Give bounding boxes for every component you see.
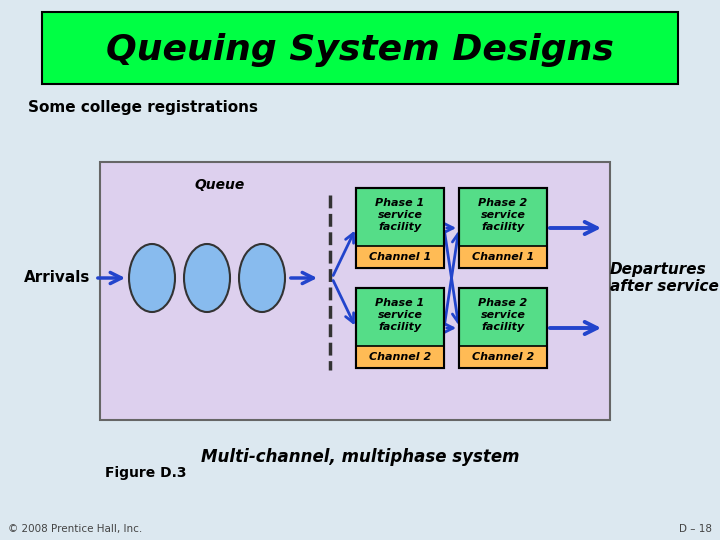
FancyBboxPatch shape (356, 188, 444, 268)
Text: Queuing System Designs: Queuing System Designs (106, 33, 614, 67)
Text: Some college registrations: Some college registrations (28, 100, 258, 115)
Ellipse shape (184, 244, 230, 312)
Text: D – 18: D – 18 (679, 524, 712, 534)
Text: Channel 2: Channel 2 (369, 352, 431, 362)
Ellipse shape (129, 244, 175, 312)
Text: Phase 2
service
facility: Phase 2 service facility (478, 298, 528, 333)
FancyBboxPatch shape (459, 288, 547, 368)
Text: Arrivals: Arrivals (24, 271, 90, 286)
FancyBboxPatch shape (356, 346, 444, 368)
Text: Phase 2
service
facility: Phase 2 service facility (478, 198, 528, 232)
FancyBboxPatch shape (356, 288, 444, 368)
Ellipse shape (239, 244, 285, 312)
Text: Channel 2: Channel 2 (472, 352, 534, 362)
FancyBboxPatch shape (356, 246, 444, 268)
Text: Departures
after service: Departures after service (610, 262, 719, 294)
Text: © 2008 Prentice Hall, Inc.: © 2008 Prentice Hall, Inc. (8, 524, 143, 534)
Text: Phase 1
service
facility: Phase 1 service facility (375, 298, 425, 333)
FancyBboxPatch shape (459, 346, 547, 368)
FancyBboxPatch shape (100, 162, 610, 420)
FancyBboxPatch shape (42, 12, 678, 84)
FancyBboxPatch shape (459, 188, 547, 268)
FancyBboxPatch shape (459, 246, 547, 268)
Text: Channel 1: Channel 1 (369, 252, 431, 262)
Text: Multi-channel, multiphase system: Multi-channel, multiphase system (201, 448, 519, 466)
Text: Channel 1: Channel 1 (472, 252, 534, 262)
Text: Phase 1
service
facility: Phase 1 service facility (375, 198, 425, 232)
Text: Figure D.3: Figure D.3 (105, 466, 186, 480)
Text: Queue: Queue (195, 178, 245, 192)
